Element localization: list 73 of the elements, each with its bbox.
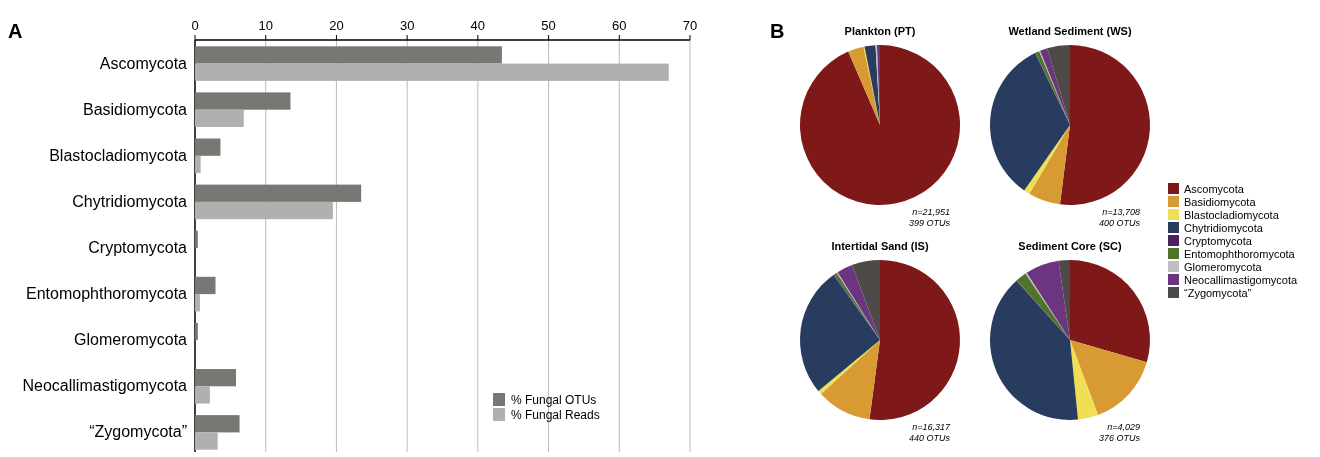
bar (195, 322, 198, 341)
chart-title: Plankton (PT) (844, 25, 916, 37)
legend-label: % Fungal Reads (511, 408, 600, 422)
pie-slice (800, 45, 960, 205)
bar (195, 386, 210, 404)
text: n=13,708 (1102, 207, 1140, 217)
y-tick-label: Chytridiomycota (72, 192, 188, 210)
text: n=21,951 (912, 207, 950, 217)
y-tick-label: Basidiomycota (82, 100, 188, 118)
bar (195, 92, 291, 110)
legend-label: Ascomycota (1184, 183, 1245, 195)
bar (195, 109, 244, 127)
text: n=16,317 (912, 422, 951, 432)
legend-label: Entomophthoromycota (1184, 248, 1296, 260)
pie-slice (848, 46, 880, 125)
legend-label: “Zygomycota” (1184, 287, 1252, 299)
y-tick-label: Cryptomycota (88, 239, 188, 256)
y-tick-label: “Zygomycota” (89, 423, 187, 441)
bar (195, 276, 216, 295)
x-tick-label: 0 (191, 18, 199, 33)
chart-title: Wetland Sediment (WS) (1008, 25, 1132, 37)
pie-slice (851, 260, 880, 340)
x-tick-label: 70 (682, 18, 698, 33)
pie-slice (1026, 260, 1070, 340)
pie-slice (1029, 125, 1070, 205)
pie-slice (1059, 45, 1150, 205)
pie-slice (800, 274, 880, 391)
x-tick-label: 40 (470, 18, 486, 33)
bar (195, 46, 502, 64)
x-tick-label: 60 (612, 18, 627, 33)
text: A (8, 20, 23, 42)
y-tick-label: Blastocladiomycota (49, 146, 188, 164)
bar (195, 294, 200, 312)
bar (195, 138, 221, 156)
legend-label: Glomeromycota (1184, 261, 1263, 273)
bar (195, 155, 201, 174)
pie-slice (1070, 340, 1099, 420)
bar (195, 432, 218, 450)
text: n=4,029 (1107, 422, 1140, 432)
legend-label: Cryptomycota (1184, 235, 1253, 247)
text: B (770, 20, 785, 42)
text: 399 OTUs (908, 218, 951, 228)
pie-slice (1070, 260, 1150, 363)
text: 400 OTUs (1098, 218, 1141, 228)
x-tick-label: 50 (541, 18, 556, 33)
legend-label: Basidiomycota (1184, 196, 1257, 208)
bar (195, 369, 237, 387)
pie-slice (869, 260, 960, 420)
legend-label: Chytridiomycota (1184, 222, 1264, 234)
y-tick-label: Neocallimastigomycota (22, 377, 188, 395)
pie-slice (1070, 340, 1147, 415)
bar (195, 415, 240, 433)
pie-slice (1058, 260, 1070, 340)
x-tick-label: 10 (258, 18, 273, 33)
y-tick-label: Ascomycota (99, 54, 188, 72)
text: 440 OTUs (908, 433, 951, 443)
y-tick-label: Glomeromycota (74, 331, 188, 349)
pie-slice (1047, 45, 1070, 125)
pie-slice (821, 340, 880, 420)
legend-label: Blastocladiomycota (1184, 209, 1280, 221)
x-tick-label: 20 (329, 18, 344, 33)
legend-label: % Fungal OTUs (511, 393, 597, 407)
y-tick-label: Entomophthoromycota (26, 285, 188, 303)
chart-title: Intertidal Sand (IS) (831, 240, 929, 252)
chart-title: Sediment Core (SC) (1018, 240, 1122, 252)
pie-slice (990, 53, 1070, 191)
pie-slice (1024, 125, 1070, 194)
x-tick-label: 30 (399, 18, 415, 33)
bar (195, 184, 362, 202)
legend-label: Neocallimastigomycota (1184, 274, 1298, 286)
bar (195, 230, 198, 248)
text: 376 OTUs (1098, 433, 1141, 443)
pie-slice (990, 280, 1079, 420)
